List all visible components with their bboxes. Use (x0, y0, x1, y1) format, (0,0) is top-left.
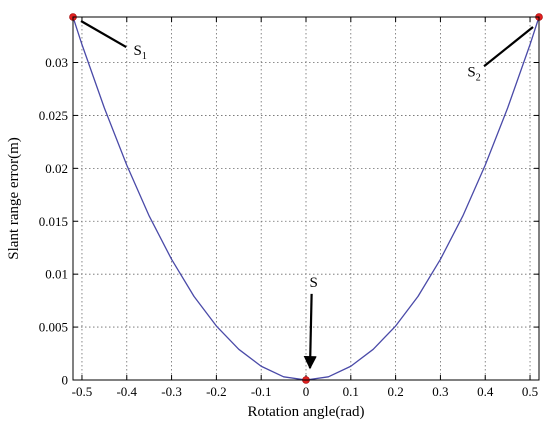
grid-lines (73, 17, 539, 381)
x-tick-label: 0.2 (387, 384, 403, 399)
x-tick-label: 0.5 (522, 384, 538, 399)
y-tick-label: 0 (62, 373, 69, 388)
y-tick-label: 0.005 (39, 320, 68, 335)
x-axis-label: Rotation angle(rad) (247, 404, 364, 420)
x-tick-label: -0.2 (206, 384, 227, 399)
x-tick-label: -0.5 (72, 384, 93, 399)
y-tick-labels: 0 0.005 0.01 0.015 0.02 0.025 0.03 (39, 55, 68, 387)
annotation-label: S2 (467, 64, 480, 83)
y-axis-label: Slant range error(m) (6, 137, 22, 259)
y-tick-label: 0.02 (45, 161, 68, 176)
x-tick-label: -0.1 (251, 384, 272, 399)
annotation-layer: S1 S S2 (80, 20, 534, 370)
x-tick-label: -0.4 (116, 384, 137, 399)
y-tick-label: 0.03 (45, 55, 68, 70)
annotation-label: S1 (134, 43, 147, 62)
plot-frame (72, 16, 540, 381)
x-tick-labels: -0.5 -0.4 -0.3 -0.2 -0.1 0 0.1 0.2 0.3 0.4 0.5 (72, 384, 538, 399)
x-tick-label: 0.3 (432, 384, 448, 399)
annotation-arrow (303, 293, 317, 370)
annotation-label: S (309, 275, 317, 291)
x-tick-label: 0 (303, 384, 310, 399)
annotation-arrow (80, 20, 127, 49)
y-tick-label: 0.025 (39, 108, 68, 123)
x-tick-label: 0.4 (477, 384, 494, 399)
y-tick-label: 0.01 (45, 267, 68, 282)
y-tick-label: 0.015 (39, 214, 68, 229)
annotation-arrow (483, 26, 534, 68)
x-tick-label: 0.1 (343, 384, 359, 399)
x-tick-label: -0.3 (161, 384, 182, 399)
